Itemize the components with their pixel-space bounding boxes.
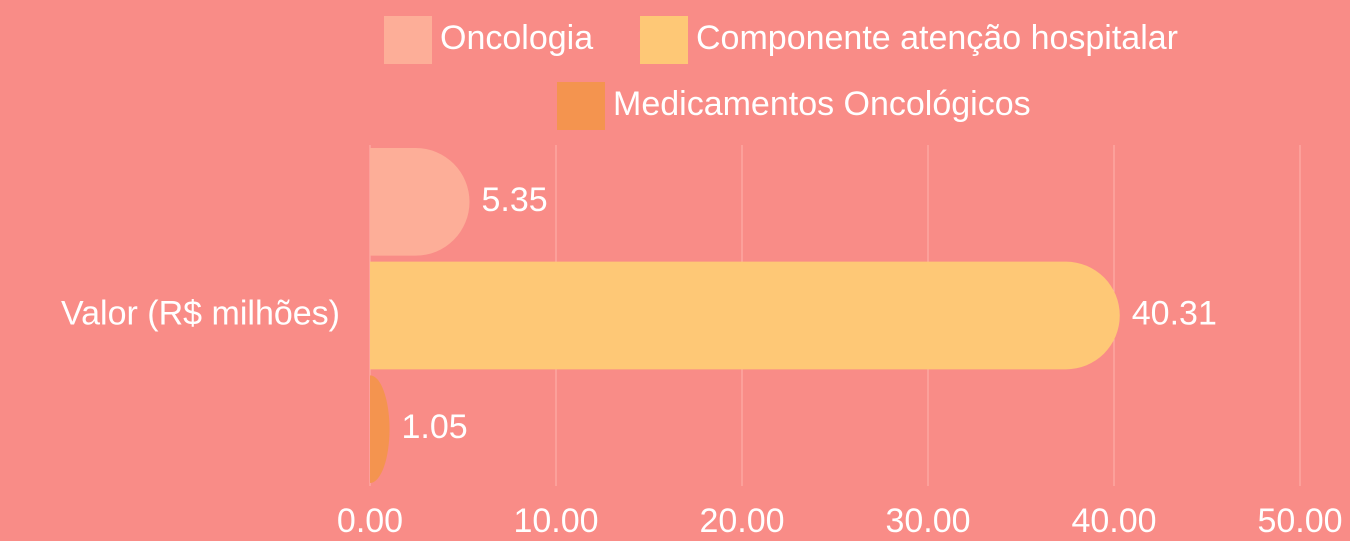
legend-swatch xyxy=(557,82,605,130)
x-tick-label: 40.00 xyxy=(1071,502,1156,540)
x-tick-label: 50.00 xyxy=(1257,502,1342,540)
bar xyxy=(370,261,1120,370)
bar xyxy=(370,375,390,483)
data-label: 5.35 xyxy=(482,181,548,219)
data-label: 1.05 xyxy=(402,408,468,446)
legend-label: Componente atenção hospitalar xyxy=(696,19,1178,57)
y-tick-label: Valor (R$ milhões) xyxy=(61,294,340,332)
x-tick-label: 0.00 xyxy=(337,502,403,540)
legend-label: Oncologia xyxy=(440,19,593,57)
bar xyxy=(370,148,470,256)
legend-swatch xyxy=(384,16,432,64)
data-label: 40.31 xyxy=(1132,294,1217,332)
x-tick-label: 30.00 xyxy=(885,502,970,540)
x-tick-label: 20.00 xyxy=(699,502,784,540)
x-tick-label: 10.00 xyxy=(513,502,598,540)
legend-swatch xyxy=(640,16,688,64)
legend-label: Medicamentos Oncológicos xyxy=(613,85,1031,123)
